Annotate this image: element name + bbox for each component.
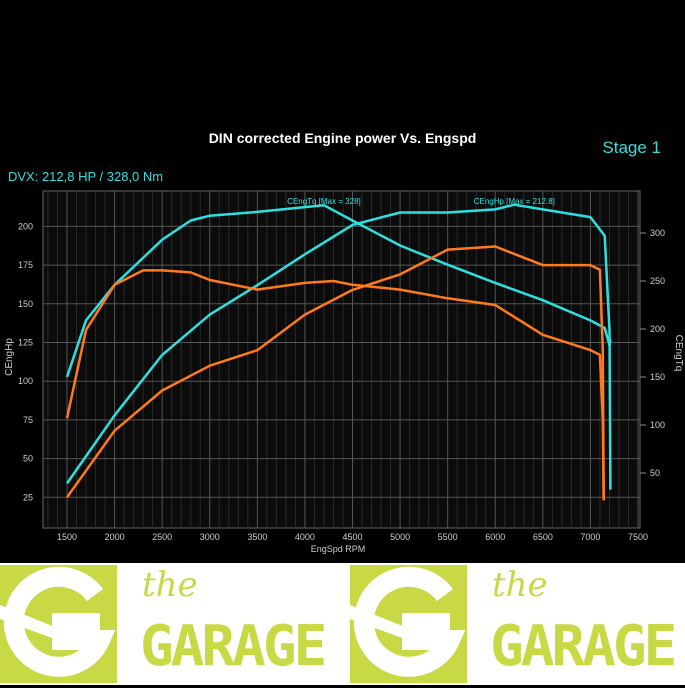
dyno-chart: DIN corrected Engine power Vs. Engspd St…: [0, 125, 685, 562]
x-axis-label: EngSpd RPM: [311, 544, 366, 554]
g-wrench-icon: [0, 565, 117, 683]
y-tick-label: 150: [18, 299, 33, 309]
footer-logos: the GARAGE the GARAGE: [0, 563, 685, 685]
y-tick-label: 75: [23, 415, 33, 425]
y2-tick-label: 150: [650, 372, 665, 382]
y-axis-label: CEngHp: [4, 338, 15, 376]
y-tick-label: 125: [18, 338, 33, 348]
series-line-tuned-y2: [65, 203, 612, 378]
y-tick-label: 200: [18, 221, 33, 231]
x-tick-label: 6000: [485, 532, 505, 542]
logo-the: the: [142, 565, 198, 605]
plot-frame: [42, 190, 641, 529]
x-tick-label: 4500: [342, 532, 362, 542]
y2-tick-label: 300: [650, 228, 665, 238]
g-wrench-icon: [350, 565, 467, 683]
x-tick-label: 5000: [390, 532, 410, 542]
garage-logo: the GARAGE: [350, 563, 680, 685]
x-tick-label: 3500: [247, 532, 267, 542]
logo-garage: GARAGE: [140, 614, 327, 679]
max-annotation: CEngHp [Max = 212.8]: [474, 197, 555, 206]
x-tick-label: 2000: [105, 532, 125, 542]
y-tick-label: 50: [23, 454, 33, 464]
series-line-tuned-y: [65, 203, 612, 490]
y-tick-label: 100: [18, 376, 33, 386]
x-tick-label: 1500: [57, 532, 77, 542]
y-tick-label: 175: [18, 260, 33, 270]
x-tick-label: 7000: [580, 532, 600, 542]
series-line-stock-y2: [65, 269, 605, 500]
y2-tick-label: 200: [650, 324, 665, 334]
x-tick-label: 6500: [533, 532, 553, 542]
y2-tick-label: 250: [650, 276, 665, 286]
x-tick-label: 2500: [152, 532, 172, 542]
series-line-stock-y: [65, 245, 605, 501]
stage-label: Stage 1: [602, 138, 661, 157]
garage-logo: the GARAGE: [0, 563, 330, 685]
logo-the: the: [492, 565, 548, 605]
max-annotation: CEngTq [Max = 328]: [287, 197, 361, 206]
y2-tick-label: 100: [650, 420, 665, 430]
dvx-summary: DVX: 212,8 HP / 328,0 Nm: [8, 169, 164, 184]
logo-garage: GARAGE: [490, 614, 677, 679]
y2-axis-label: CEngTq: [673, 335, 684, 372]
y2-tick-label: 50: [650, 468, 660, 478]
x-tick-label: 7500: [628, 532, 648, 542]
plot-area: 25 50 75 100 125 150 175 200 50 100 150 200 250 300 15…: [4, 190, 684, 554]
x-tick-label: 5500: [438, 532, 458, 542]
x-tick-label: 4000: [295, 532, 315, 542]
chart-title: DIN corrected Engine power Vs. Engspd: [208, 130, 477, 146]
y-tick-label: 25: [23, 492, 33, 502]
x-tick-label: 3000: [200, 532, 220, 542]
